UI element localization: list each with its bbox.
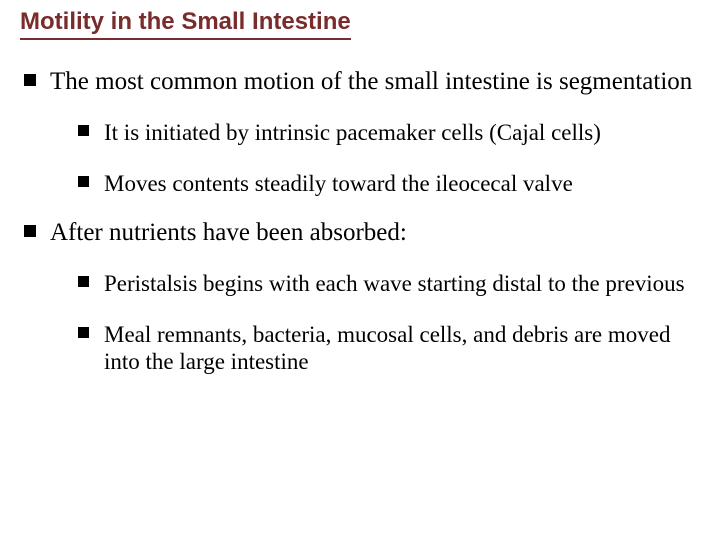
sub-bullet-list: Peristalsis begins with each wave starti…	[50, 270, 700, 375]
bullet-text: It is initiated by intrinsic pacemaker c…	[104, 120, 601, 145]
slide: Motility in the Small Intestine The most…	[0, 0, 720, 540]
bullet-list: The most common motion of the small inte…	[20, 68, 700, 375]
bullet-text: After nutrients have been absorbed:	[50, 219, 407, 246]
list-item: After nutrients have been absorbed: Peri…	[20, 219, 700, 375]
bullet-text: Meal remnants, bacteria, mucosal cells, …	[104, 322, 670, 374]
bullet-text: The most common motion of the small inte…	[50, 68, 692, 95]
slide-title: Motility in the Small Intestine	[20, 8, 351, 40]
list-item: Peristalsis begins with each wave starti…	[76, 270, 700, 297]
sub-bullet-list: It is initiated by intrinsic pacemaker c…	[50, 119, 700, 197]
bullet-text: Peristalsis begins with each wave starti…	[104, 271, 685, 296]
list-item: Moves contents steadily toward the ileoc…	[76, 170, 700, 197]
list-item: Meal remnants, bacteria, mucosal cells, …	[76, 321, 700, 375]
bullet-text: Moves contents steadily toward the ileoc…	[104, 171, 573, 196]
list-item: The most common motion of the small inte…	[20, 68, 700, 197]
list-item: It is initiated by intrinsic pacemaker c…	[76, 119, 700, 146]
